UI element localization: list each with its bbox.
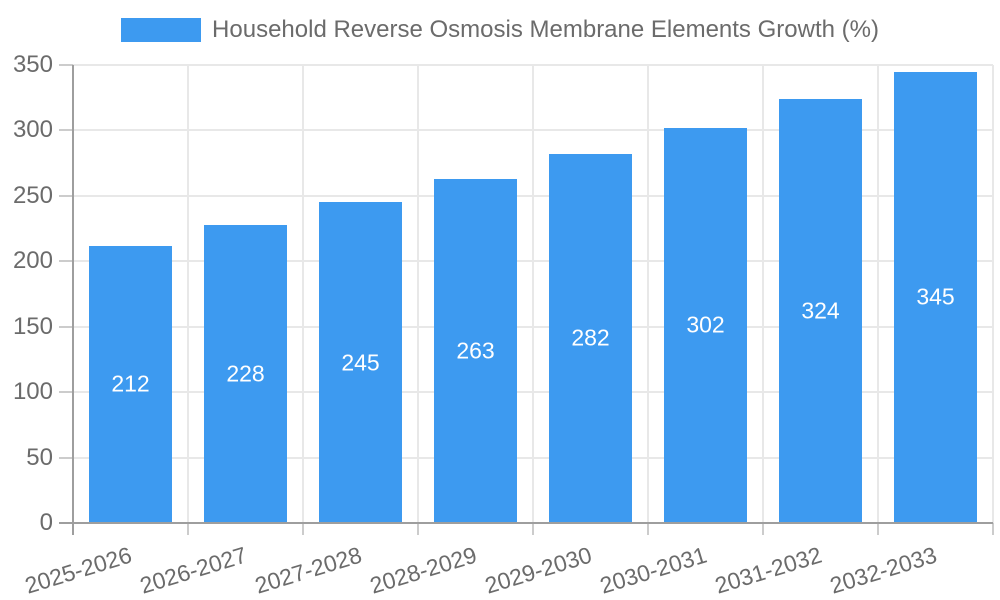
x-axis-tick xyxy=(417,523,419,535)
y-axis-label: 100 xyxy=(12,378,53,406)
y-axis-label: 0 xyxy=(39,509,53,536)
gridline-vertical xyxy=(417,65,419,523)
y-axis-tick xyxy=(59,194,73,197)
y-axis-line xyxy=(72,65,74,535)
bar[interactable] xyxy=(549,153,632,522)
bar[interactable] xyxy=(89,245,172,522)
x-axis-tick xyxy=(877,523,879,535)
gridline-vertical xyxy=(302,65,304,523)
bar[interactable] xyxy=(664,127,747,522)
bar[interactable] xyxy=(894,71,977,522)
y-axis-tick xyxy=(59,456,73,459)
x-axis-line xyxy=(59,522,993,524)
y-axis-tick xyxy=(59,391,73,394)
legend-swatch xyxy=(121,18,202,42)
y-axis-label: 50 xyxy=(26,443,53,471)
x-axis-tick xyxy=(532,523,534,535)
x-axis-tick xyxy=(647,523,649,535)
x-axis-tick xyxy=(187,523,189,535)
y-axis-label: 150 xyxy=(12,312,53,340)
bar[interactable] xyxy=(319,202,402,522)
y-axis-tick xyxy=(59,325,73,328)
gridline-vertical xyxy=(992,65,994,523)
gridline-vertical xyxy=(647,65,649,523)
gridline-vertical xyxy=(532,65,534,523)
y-axis-label: 200 xyxy=(12,247,53,275)
legend-label: Household Reverse Osmosis Membrane Eleme… xyxy=(212,16,879,43)
y-axis-tick xyxy=(59,64,73,66)
y-axis-label: 300 xyxy=(12,116,53,144)
x-axis-tick xyxy=(302,523,304,535)
y-axis-tick xyxy=(59,129,73,132)
gridline-vertical xyxy=(762,65,764,523)
bar[interactable] xyxy=(434,178,517,522)
bar[interactable] xyxy=(779,99,862,522)
gridline-vertical xyxy=(877,65,879,523)
legend[interactable]: Household Reverse Osmosis Membrane Eleme… xyxy=(0,16,1000,44)
y-axis-label: 350 xyxy=(12,51,53,78)
bar[interactable] xyxy=(204,224,287,522)
x-axis-tick xyxy=(992,523,994,535)
y-axis-tick xyxy=(59,260,73,263)
x-axis-tick xyxy=(762,523,764,535)
gridline-vertical xyxy=(187,65,189,523)
y-axis-label: 250 xyxy=(12,181,53,209)
